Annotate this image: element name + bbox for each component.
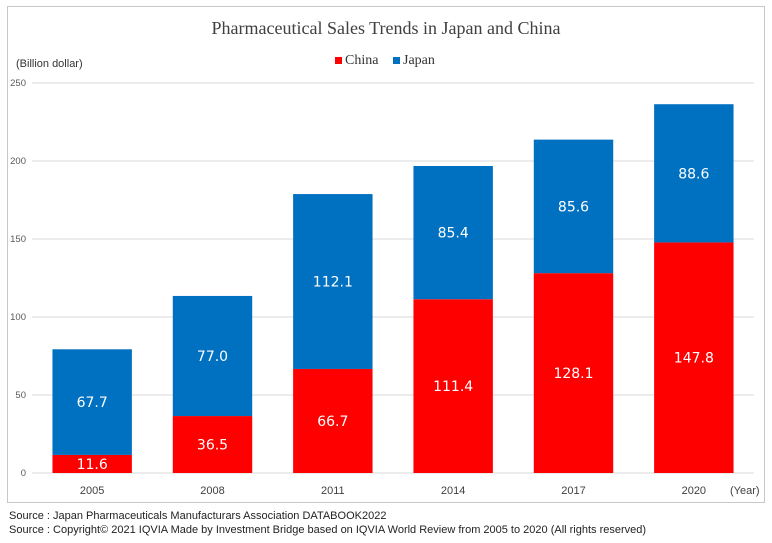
y-axis-unit-label: (Billion dollar) <box>16 58 83 70</box>
x-tick-label: 2020 <box>682 485 706 497</box>
x-tick-label: 2011 <box>321 485 345 497</box>
bar-japan-2014 <box>413 165 493 300</box>
data-label-china-2017: 128.1 <box>553 366 593 382</box>
legend-label-japan: Japan <box>403 53 435 68</box>
bar-japan-2020 <box>654 104 734 243</box>
x-axis-unit-label: (Year) <box>730 485 760 497</box>
bar-china-2008 <box>172 416 253 473</box>
bar-japan-2017 <box>533 139 614 274</box>
bar-japan-2005 <box>52 349 132 455</box>
bar-china-2017 <box>533 273 614 473</box>
x-tick-label: 2014 <box>441 485 465 497</box>
data-label-china-2008: 36.5 <box>197 438 228 454</box>
data-label-china-2014: 111.4 <box>433 379 473 395</box>
data-label-japan-2014: 85.4 <box>438 226 469 242</box>
data-label-japan-2005: 67.7 <box>77 395 108 411</box>
x-tick-label: 2008 <box>200 485 224 497</box>
legend: China Japan <box>335 53 435 68</box>
chart-frame: Pharmaceutical Sales Trends in Japan and… <box>7 6 765 503</box>
y-tick-label: 100 <box>10 312 26 323</box>
bar-china-2014 <box>413 299 493 473</box>
legend-swatch-japan <box>393 57 400 64</box>
gridlines <box>32 82 754 474</box>
data-label-japan-2011: 112.1 <box>313 275 353 291</box>
legend-label-china: China <box>345 53 379 68</box>
bar-china-2005 <box>52 454 132 473</box>
y-axis-ticks: 0 50 100 150 200 250 <box>10 78 26 479</box>
data-label-japan-2020: 88.6 <box>678 166 709 182</box>
x-axis-ticks: 2005 2008 2011 2014 2017 2020 <box>80 485 706 497</box>
data-label-china-2020: 147.8 <box>674 351 714 367</box>
bar-japan-2011 <box>293 194 373 369</box>
y-tick-label: 50 <box>15 390 26 401</box>
x-tick-label: 2017 <box>561 485 585 497</box>
data-label-china-2005: 11.6 <box>77 457 108 473</box>
bar-japan-2008 <box>172 295 253 417</box>
chart: Pharmaceutical Sales Trends in Japan and… <box>10 18 760 497</box>
data-label-japan-2017: 85.6 <box>558 199 589 215</box>
source-note-1: Source : Japan Pharmaceuticals Manufactu… <box>9 510 387 522</box>
data-label-china-2011: 66.7 <box>317 414 348 430</box>
bar-china-2020 <box>654 242 734 473</box>
source-note-2: Source : Copyright© 2021 IQVIA Made by I… <box>9 524 647 536</box>
y-tick-label: 0 <box>21 468 26 479</box>
data-label-japan-2008: 77.0 <box>197 349 228 365</box>
y-tick-label: 200 <box>10 156 26 167</box>
bars: 11.6 67.7 36.5 77.0 66.7 112.1 111.4 85.4 128.1 8… <box>52 104 734 473</box>
y-tick-label: 150 <box>10 234 26 245</box>
bar-china-2011 <box>293 368 373 473</box>
legend-swatch-china <box>335 57 342 64</box>
x-tick-label: 2005 <box>80 485 104 497</box>
chart-title: Pharmaceutical Sales Trends in Japan and… <box>212 18 561 38</box>
y-tick-label: 250 <box>10 78 26 89</box>
